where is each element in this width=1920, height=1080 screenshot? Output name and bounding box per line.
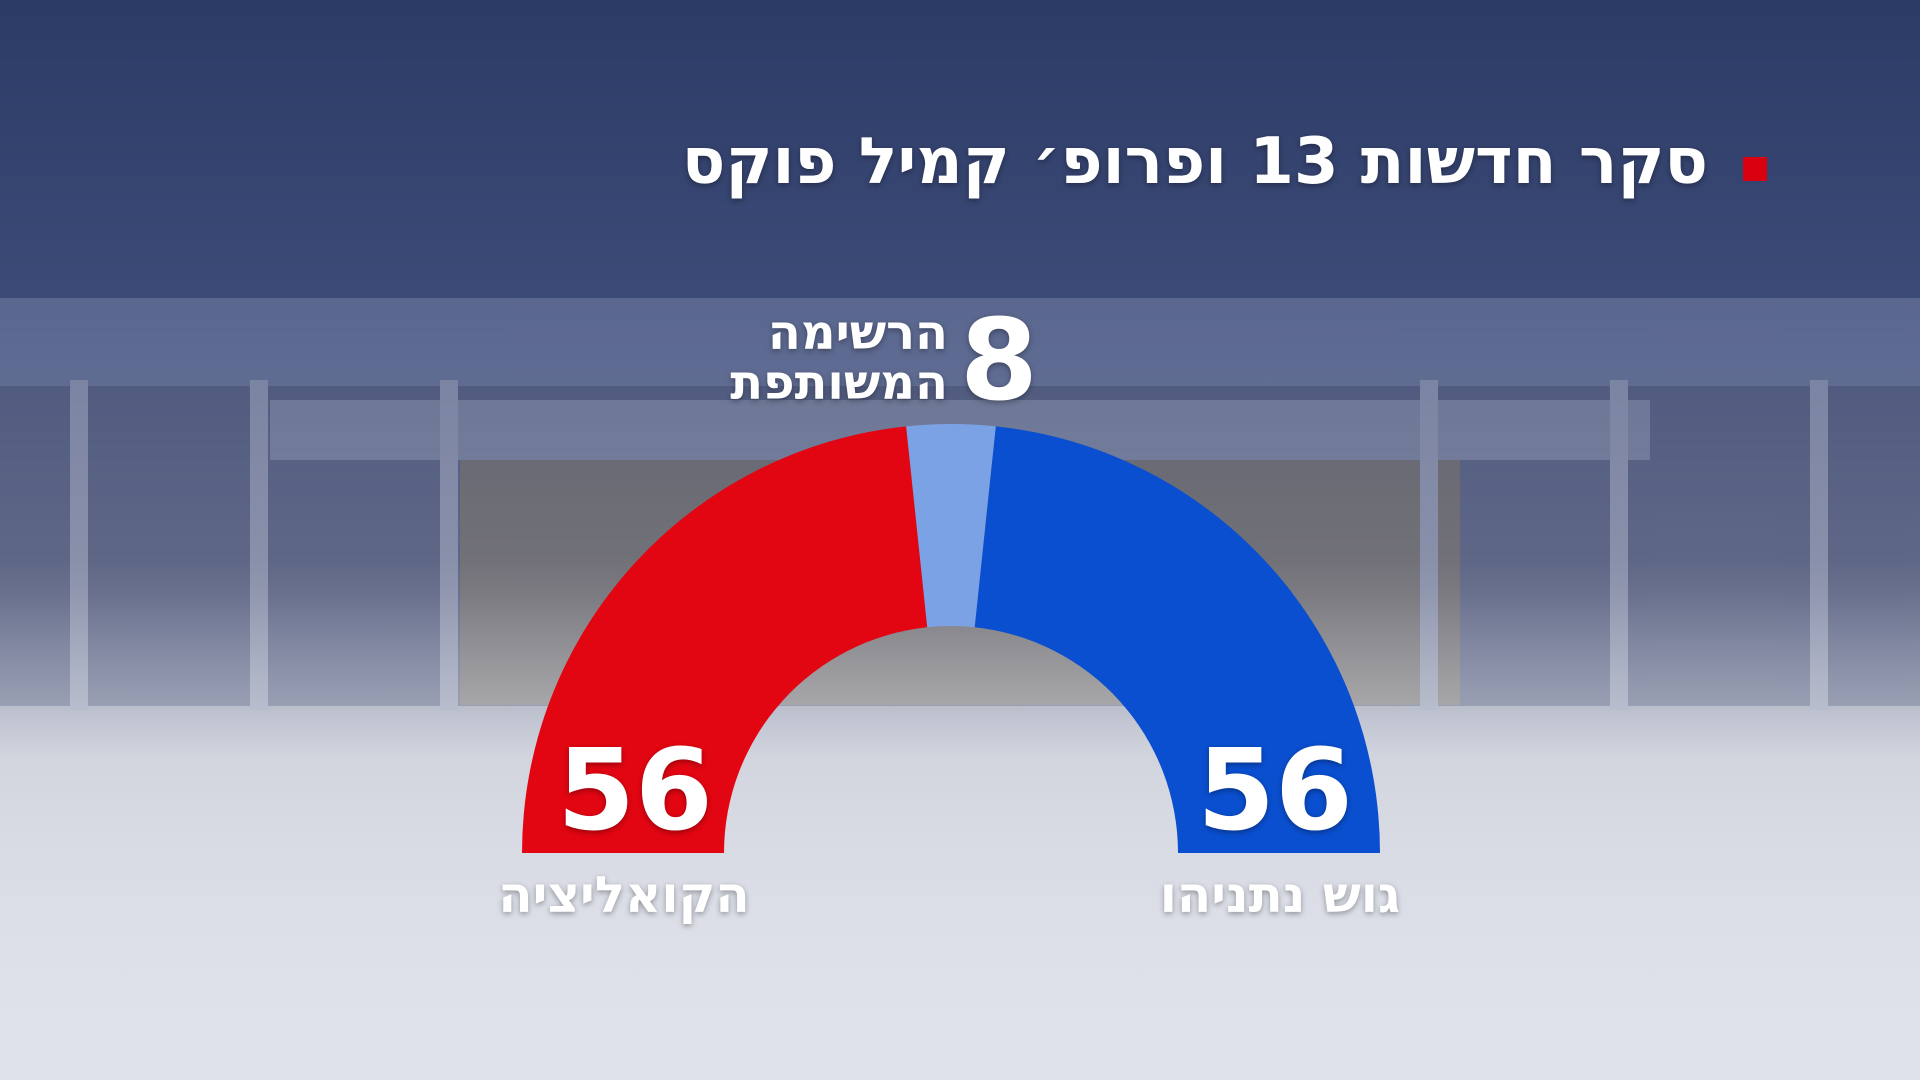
title-marker [1743,157,1767,181]
category-label: הרשימה המשותפת [730,305,948,412]
chart-title: סקר חדשות 13 ופרופ׳ קמיל פוקס [681,125,1708,199]
category-label: גוש נתניהו [1159,866,1401,924]
fog [0,560,1920,1080]
segment [906,424,996,628]
value-label: 56 [557,726,713,856]
segment [522,426,928,853]
category-label: הקואליציה [498,866,750,924]
value-label: 8 [960,296,1038,426]
value-label: 56 [1197,726,1353,856]
segment [974,426,1380,853]
